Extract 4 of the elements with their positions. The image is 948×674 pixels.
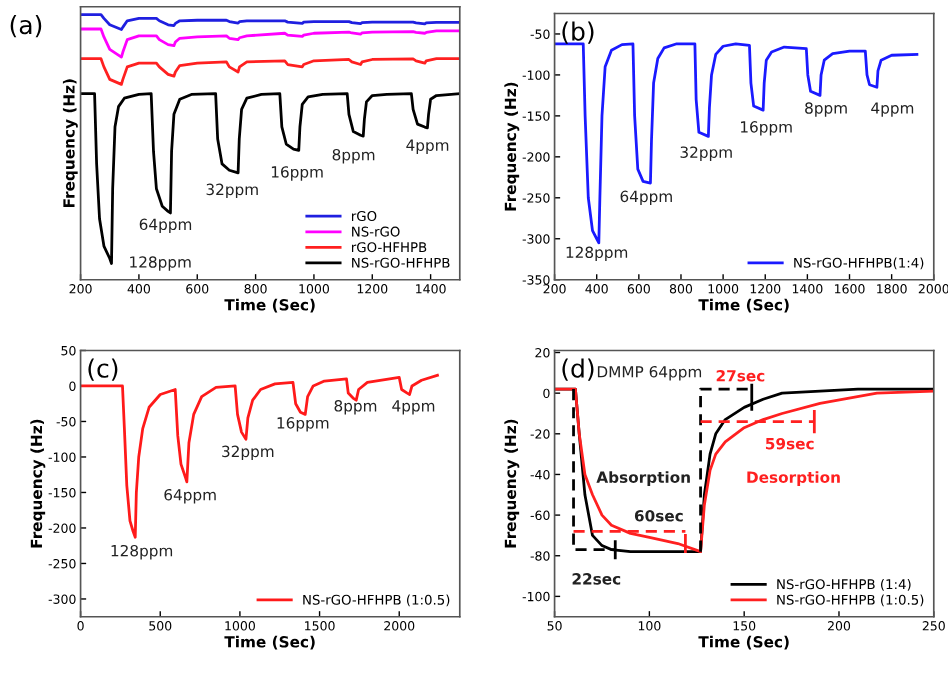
chart-title: (b)	[562, 21, 594, 44]
chart-title: (c)	[88, 358, 118, 381]
chart-title: (d)	[562, 358, 594, 381]
chart-title: (a)	[10, 14, 42, 38]
